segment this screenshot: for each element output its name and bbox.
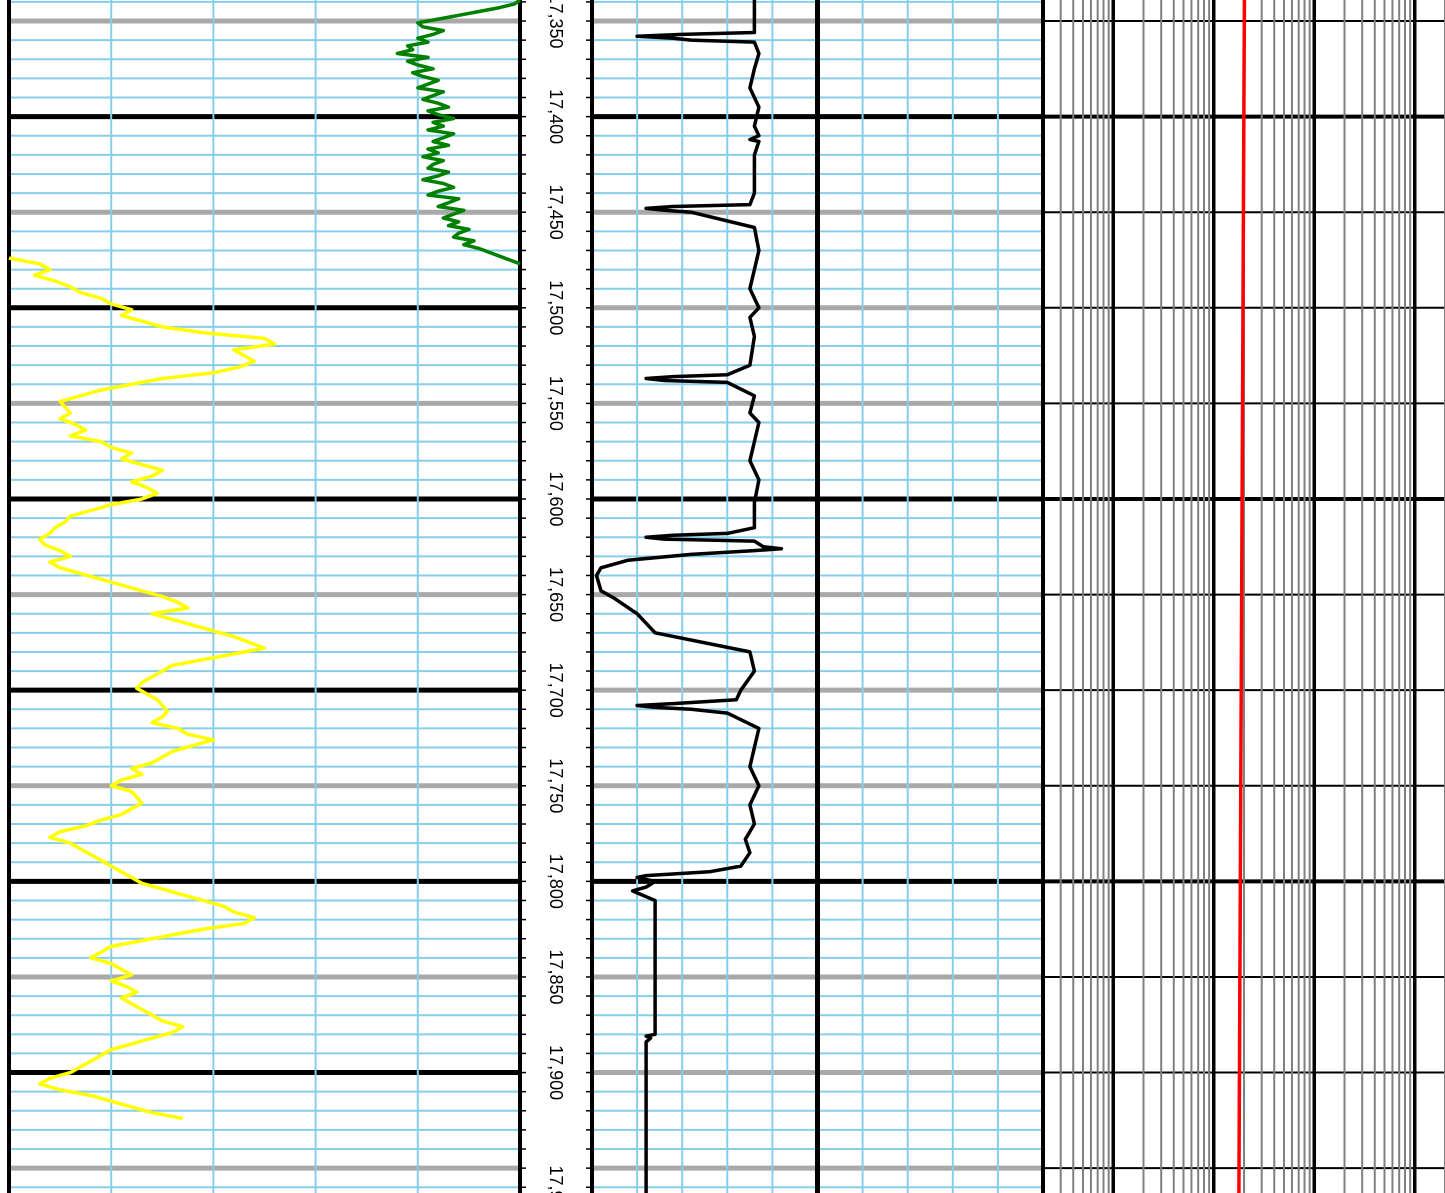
depth-label: 17,750	[546, 758, 566, 813]
depth-label: 17,900	[546, 1045, 566, 1100]
depth-label: 17,650	[546, 567, 566, 622]
depth-label: 17,500	[546, 280, 566, 335]
depth-label: 17,800	[546, 854, 566, 909]
curve-layer	[8, 0, 1247, 1193]
depth-label: 17,600	[546, 471, 566, 526]
log-curve-track2-0	[594, 0, 784, 1193]
log-curve-track1-0	[395, 0, 522, 266]
depth-label: 17,450	[546, 185, 566, 240]
log-curve-track3-0	[1237, 0, 1247, 1193]
track-borders	[7, 0, 1045, 1193]
depth-label: 17,963	[546, 1165, 566, 1193]
grid-layer	[9, 0, 1445, 1193]
depth-label: 17,550	[546, 376, 566, 431]
depth-label: 17,850	[546, 949, 566, 1004]
log-curve-track1-1	[8, 256, 277, 1121]
depth-label: 17,400	[546, 89, 566, 144]
depth-label: 17,350	[546, 0, 566, 49]
depth-label: 17,700	[546, 663, 566, 718]
depth-labels: 17,350 17,400 17,450 17,500 17,550 17,600 17,6…	[546, 0, 566, 1193]
